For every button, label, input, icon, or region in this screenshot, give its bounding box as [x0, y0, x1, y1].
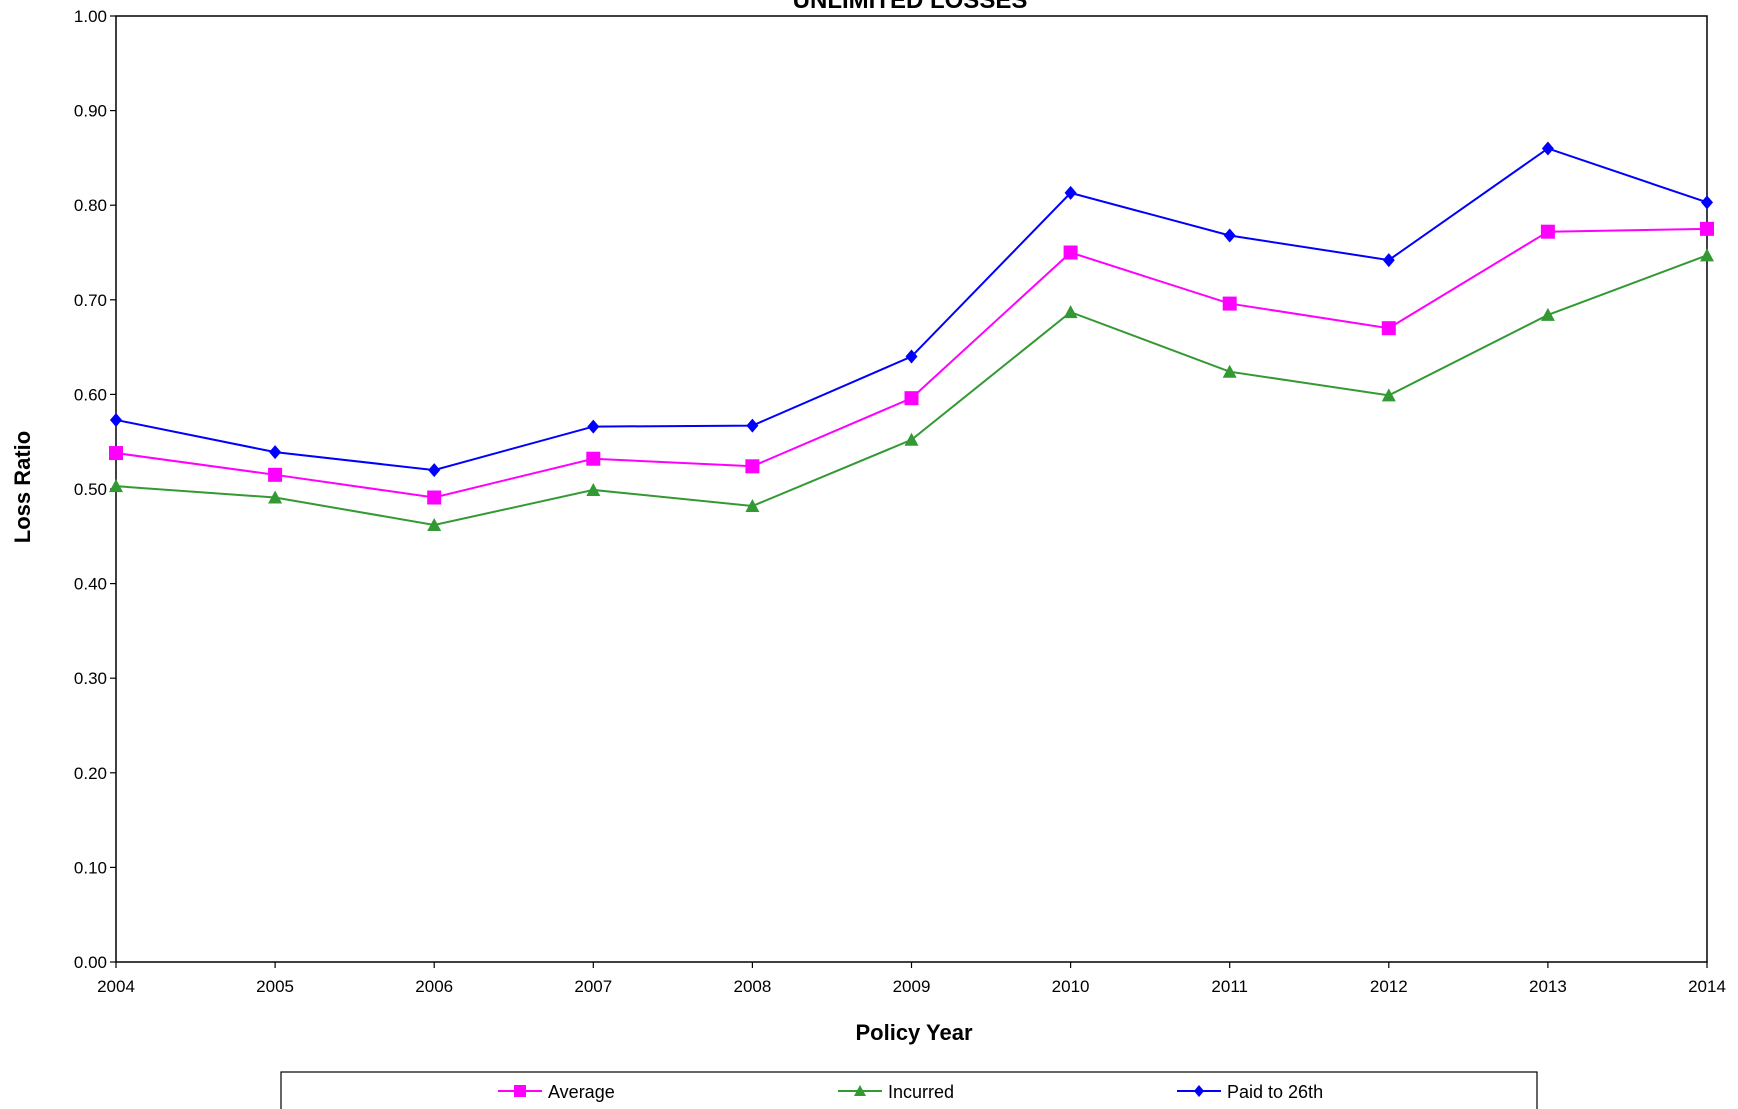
legend-label: Average — [548, 1082, 615, 1102]
data-point — [1382, 253, 1395, 268]
data-point — [109, 446, 123, 461]
x-tick-label: 2010 — [1052, 977, 1090, 996]
data-point — [905, 349, 918, 364]
legend-item: Average — [498, 1082, 615, 1102]
y-axis-title: Loss Ratio — [10, 431, 35, 543]
y-tick-label: 0.40 — [74, 575, 107, 594]
data-point — [587, 419, 600, 434]
y-tick-label: 0.60 — [74, 385, 107, 404]
data-point — [427, 517, 442, 531]
data-point — [1222, 296, 1237, 311]
x-tick-label: 2013 — [1529, 977, 1567, 996]
x-tick-label: 2009 — [893, 977, 931, 996]
plot-frame — [115, 15, 1708, 963]
data-point — [1063, 245, 1078, 260]
y-tick-label: 1.00 — [74, 7, 107, 26]
data-point — [1700, 221, 1714, 236]
legend-item: Incurred — [838, 1082, 954, 1102]
data-point — [1381, 321, 1396, 336]
legend-marker — [514, 1085, 526, 1097]
x-axis-ticks: 2004 2005 2006 2007 2008 2009 2010 2011 2012 2013… — [97, 962, 1726, 996]
data-point — [904, 391, 919, 406]
data-point — [904, 432, 919, 446]
x-tick-label: 2014 — [1688, 977, 1726, 996]
y-axis-ticks: 0.00 0.10 0.20 0.30 0.40 0.50 0.60 0.70 0.80 0.90… — [74, 7, 116, 972]
series-line — [115, 254, 1708, 526]
series-average — [109, 221, 1714, 505]
chart-title: UNLIMITED LOSSES — [793, 0, 1028, 14]
data-point — [1064, 185, 1077, 200]
y-tick-label: 0.00 — [74, 953, 107, 972]
x-tick-label: 2012 — [1370, 977, 1408, 996]
data-point — [1540, 307, 1555, 321]
data-point — [1541, 141, 1554, 156]
legend-marker — [1194, 1085, 1204, 1097]
data-point — [1222, 364, 1237, 378]
data-point — [1223, 228, 1236, 243]
data-point — [1063, 305, 1078, 319]
series-layer — [109, 141, 1714, 531]
data-point — [1701, 195, 1713, 210]
data-point — [269, 445, 282, 460]
x-tick-label: 2004 — [97, 977, 135, 996]
series-paid-to-26th — [110, 141, 1713, 478]
legend: Average Incurred Paid to 26th — [280, 1071, 1538, 1109]
y-tick-label: 0.90 — [74, 102, 107, 121]
x-axis-title: Policy Year — [855, 1020, 972, 1045]
legend-marker — [854, 1085, 866, 1096]
plot-area — [115, 15, 1708, 963]
data-point — [745, 459, 760, 474]
y-tick-label: 0.70 — [74, 291, 107, 310]
data-point — [746, 418, 759, 433]
y-tick-label: 0.10 — [74, 858, 107, 877]
x-tick-label: 2011 — [1211, 977, 1248, 996]
legend-label: Paid to 26th — [1227, 1082, 1323, 1102]
data-point — [745, 499, 760, 513]
y-tick-label: 0.20 — [74, 764, 107, 783]
data-point — [268, 490, 283, 504]
y-tick-label: 0.30 — [74, 669, 107, 688]
legend-label: Incurred — [888, 1082, 954, 1102]
x-tick-label: 2005 — [256, 977, 294, 996]
x-tick-label: 2007 — [574, 977, 612, 996]
data-point — [1540, 224, 1555, 239]
data-point — [586, 451, 601, 466]
data-point — [268, 467, 283, 482]
data-point — [1381, 388, 1396, 402]
data-point — [1700, 248, 1714, 262]
series-incurred — [109, 248, 1714, 531]
legend-box — [280, 1071, 1538, 1109]
data-point — [586, 482, 601, 496]
x-tick-label: 2008 — [733, 977, 771, 996]
data-point — [427, 490, 442, 505]
legend-item: Paid to 26th — [1177, 1082, 1323, 1102]
series-line — [115, 147, 1708, 472]
data-point — [428, 463, 441, 478]
data-point — [109, 479, 123, 493]
y-tick-label: 0.50 — [74, 480, 107, 499]
data-point — [110, 412, 122, 427]
x-tick-label: 2006 — [415, 977, 453, 996]
y-tick-label: 0.80 — [74, 196, 107, 215]
